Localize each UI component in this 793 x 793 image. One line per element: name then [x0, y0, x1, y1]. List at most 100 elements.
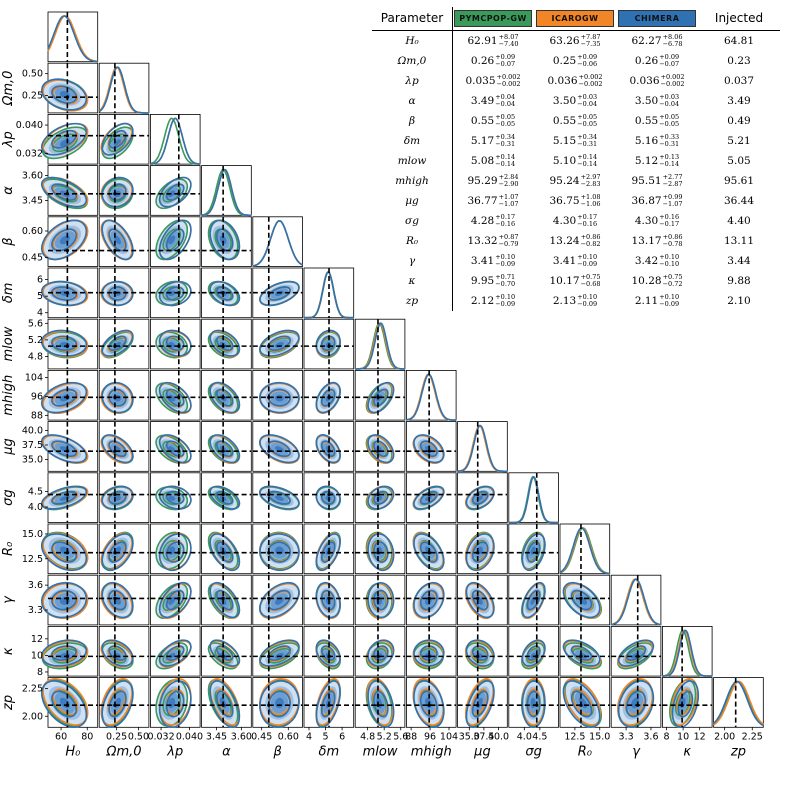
value-pymcpop: 9.95 +0.71 −0.70: [470, 273, 516, 288]
y-tick-label: 4: [37, 308, 43, 319]
injected-point: [427, 492, 431, 497]
contour-chimera: [101, 329, 134, 357]
contour-chimera: [521, 533, 546, 572]
contour-pymcpop-gw: [155, 331, 189, 359]
x-tick-label: 96: [424, 731, 436, 742]
hist-chimera: [559, 527, 610, 575]
table-row: β 0.55 +0.05 −0.05 0.55 +0.05 −0.05 0.55 +0.05 −0…: [372, 111, 780, 131]
contour-chimera: [570, 589, 593, 611]
contour-chimera: [562, 581, 601, 619]
contour-chimera: [165, 589, 185, 611]
contour-chimera: [320, 388, 336, 407]
x-tick-label: 5.2: [377, 731, 392, 742]
table-row: κ 9.95 +0.71 −0.70 10.17 +0.75 −0.68 10.28 +0.75…: [372, 271, 780, 291]
contour-chimera: [216, 490, 234, 505]
injected-point: [177, 596, 181, 600]
y-axis-label: δm: [1, 283, 16, 304]
x-tick-label: 35.0: [459, 731, 480, 742]
contour-chimera: [108, 388, 127, 407]
injected-point: [427, 449, 431, 453]
value-chimera: 5.16 +0.33 −0.31: [634, 133, 680, 148]
x-tick-label: 2.25: [742, 731, 763, 742]
injected-point: [65, 551, 69, 555]
panel-frame: [47, 11, 99, 63]
injected-point: [177, 344, 181, 348]
y-tick-label: 5: [37, 291, 43, 302]
contour-chimera: [413, 639, 445, 667]
injected-point: [177, 291, 181, 295]
contour-chimera: [108, 645, 127, 661]
x-tick-label: 12: [694, 731, 706, 742]
contour-chimera: [216, 589, 234, 611]
badge-pymcpop: PYMCPOP-GW: [454, 9, 532, 27]
contour-chimera: [216, 541, 234, 563]
injected-point: [221, 596, 225, 600]
contour-chimera: [101, 680, 134, 728]
injected-point: [267, 492, 271, 497]
x-tick-label: 40.0: [488, 731, 509, 742]
injected-point: [579, 654, 583, 658]
x-tick-label: 3.45: [206, 731, 227, 742]
value-injected: 0.037: [723, 75, 755, 87]
contour-chimera: [101, 122, 134, 156]
param-name: mhigh: [395, 175, 429, 187]
contour-chimera: [51, 335, 77, 351]
injected-point: [113, 248, 117, 253]
param-name: μg: [405, 195, 419, 207]
contour-chimera: [101, 581, 134, 619]
contour-chimera: [465, 680, 495, 728]
x-axis-label: β: [273, 744, 282, 759]
contour-chimera: [209, 280, 241, 307]
contour-chimera: [51, 541, 77, 563]
contour-chimera: [158, 639, 192, 667]
contour-chimera: [320, 690, 336, 718]
contour-chimera: [165, 286, 185, 301]
contour-chimera: [40, 381, 88, 414]
y-tick-label: 3.6: [28, 580, 43, 591]
x-tick-label: 60: [55, 731, 67, 742]
x-axis-label: λp: [166, 744, 183, 759]
contour-chimera: [259, 280, 300, 307]
injected-point: [221, 248, 225, 253]
y-tick-label: 0.25: [22, 90, 43, 101]
x-tick-label: 3.3: [619, 731, 634, 742]
injected-point: [177, 248, 181, 253]
x-tick-label: 80: [81, 731, 93, 742]
contour-chimera: [570, 645, 593, 661]
injected-point: [113, 192, 117, 196]
param-name: β: [408, 115, 416, 127]
table-divider: [452, 7, 453, 311]
injected-point: [177, 703, 181, 707]
x-axis-label: Ωm,0: [106, 744, 142, 759]
value-chimera: 0.26 +0.09 −0.07: [634, 53, 680, 68]
y-tick-label: 88: [31, 410, 43, 421]
panel-frame: [252, 216, 303, 267]
value-chimera: 62.27 +8.06 −6.78: [631, 33, 683, 48]
value-chimera: 36.87 +0.99 −1.07: [631, 193, 683, 208]
contour-icarogw: [42, 640, 89, 668]
injected-point: [476, 596, 480, 600]
density-fill: [274, 495, 284, 501]
injected-point: [579, 596, 583, 600]
density-fill: [168, 446, 176, 453]
contour-chimera: [158, 533, 192, 572]
contour-chimera: [101, 533, 134, 572]
contour-chimera: [40, 122, 88, 156]
contour-chimera: [51, 286, 77, 301]
y-tick-label: 15.0: [22, 529, 43, 540]
contour-chimera: [373, 388, 389, 407]
injected-point: [535, 654, 539, 658]
contour-chimera: [471, 541, 489, 563]
contour-chimera: [465, 639, 495, 667]
contour-chimera: [413, 533, 445, 572]
value-chimera: 2.11 +0.10 −0.09: [634, 293, 680, 308]
contour-chimera: [108, 589, 127, 611]
x-axis-label: mhigh: [411, 744, 452, 759]
table-row: μg 36.77 +1.07 −1.07 36.75 +1.08 −1.06 36.87 +0.…: [372, 191, 780, 211]
hist-chimera: [662, 629, 713, 677]
value-pymcpop: 2.12 +0.10 −0.09: [470, 293, 516, 308]
y-tick-label: 2.25: [22, 684, 43, 695]
contour-chimera: [209, 533, 241, 572]
density-fill: [114, 139, 121, 147]
value-injected: 0.23: [727, 55, 751, 67]
